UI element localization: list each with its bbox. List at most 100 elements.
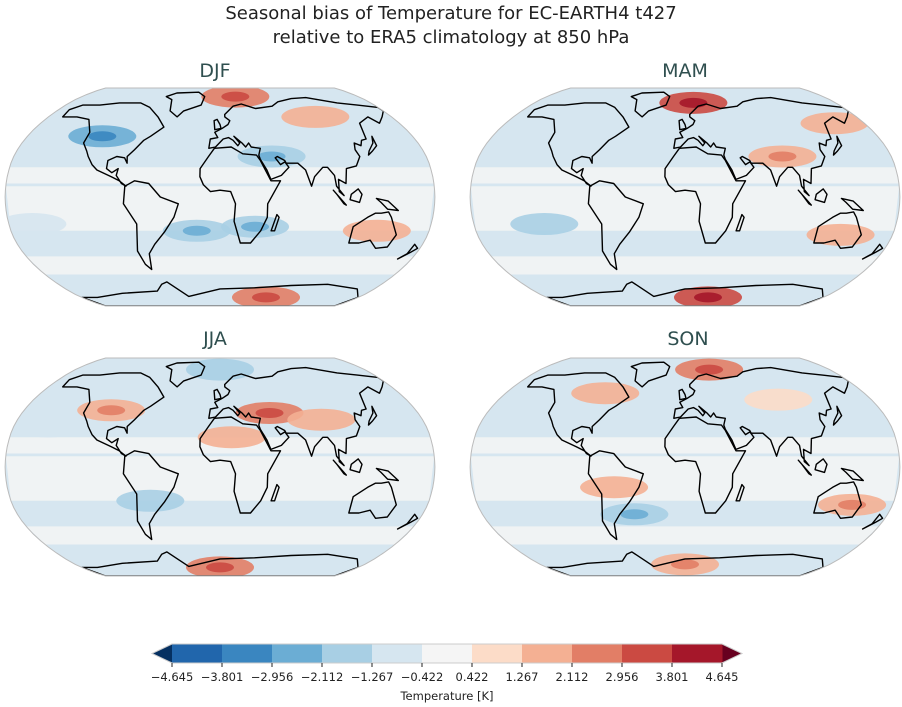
panel-title-son: SON — [667, 328, 709, 350]
coastline-japan — [832, 135, 843, 156]
bias-patch — [342, 219, 411, 242]
bias-patch — [116, 489, 185, 512]
coastline-nz — [396, 243, 419, 260]
coastline-australia — [813, 481, 862, 519]
coastline-nz — [861, 513, 884, 530]
colorbar-segment — [572, 644, 623, 663]
coastline-antarctica — [546, 281, 824, 306]
coastline-namerica — [527, 372, 630, 457]
colorbar-segment — [372, 644, 423, 663]
colorbar-segment — [622, 644, 673, 663]
coastline-greenland — [630, 361, 671, 388]
colorbar-tick-label: −1.267 — [351, 670, 394, 684]
chart-subtitle: relative to ERA5 climatology at 850 hPa — [272, 27, 630, 48]
bias-patch — [281, 105, 350, 128]
map-panel-son — [469, 357, 901, 577]
coastline-sumatra — [332, 189, 347, 206]
coastline-namerica — [527, 102, 630, 187]
bias-patch-core — [88, 131, 117, 142]
coastline-borneo — [349, 188, 363, 204]
coastline-namerica — [62, 102, 165, 187]
bias-patch — [540, 131, 609, 154]
colorbar-segment — [422, 644, 473, 663]
map-frame — [469, 357, 901, 577]
coastline-sumatra — [332, 459, 347, 476]
map-frame — [469, 87, 901, 307]
map-frame — [4, 87, 436, 307]
neutral-band — [471, 167, 899, 184]
bias-patch-core — [221, 91, 250, 102]
map-frame — [4, 357, 436, 577]
chart-title: Seasonal bias of Temperature for EC-EART… — [225, 3, 677, 24]
neutral-band — [491, 526, 879, 545]
coastline-uk — [213, 118, 222, 131]
neutral-band — [6, 167, 434, 184]
bias-patch — [744, 388, 813, 411]
coastline-japan — [832, 405, 843, 426]
coastline-africa — [199, 146, 282, 244]
neutral-band — [491, 256, 879, 275]
coastline-eurasia — [208, 96, 384, 197]
coastline-samerica — [122, 180, 179, 271]
bias-patch-core — [620, 509, 649, 520]
map-panel-mam — [469, 87, 901, 307]
colorbar-segment — [322, 644, 373, 663]
colorbar-segment — [272, 644, 323, 663]
colorbar-tick-label: −0.422 — [401, 670, 444, 684]
coastline-eurasia — [673, 96, 849, 197]
coastline-uk — [678, 118, 687, 131]
neutral-band — [26, 526, 414, 545]
colorbar-segment — [672, 644, 723, 663]
coastline-africa — [664, 146, 747, 244]
colorbar-tick-label: 2.112 — [556, 670, 589, 684]
map-panel-djf — [4, 87, 436, 307]
bias-patch — [287, 408, 356, 431]
neutral-band — [5, 186, 435, 231]
bias-patch-core — [768, 151, 797, 162]
colorbar-tick-label: −3.801 — [201, 670, 244, 684]
bias-patch — [510, 213, 579, 236]
panel-title-mam: MAM — [662, 60, 708, 82]
coastline-madagascar — [735, 213, 745, 232]
colorbar-extend-high — [722, 644, 742, 663]
coastline-madagascar — [735, 483, 745, 502]
coastline-borneo — [349, 458, 363, 474]
coastline-namerica — [62, 372, 165, 457]
bias-patch-core — [695, 364, 724, 375]
neutral-band — [5, 456, 435, 501]
coastline-sumatra — [797, 189, 812, 206]
coastline-antarctica — [81, 281, 359, 306]
coastline-australia — [348, 481, 397, 519]
colorbar-label: Temperature [K] — [399, 689, 493, 703]
bias-patch — [571, 382, 640, 405]
coastline-australia — [348, 211, 397, 249]
colorbar-segment — [172, 644, 223, 663]
colorbar-segment — [472, 644, 523, 663]
coastline-samerica — [122, 450, 179, 541]
coastline-africa — [664, 416, 747, 514]
bias-patch-core — [257, 151, 286, 162]
neutral-band — [471, 437, 899, 454]
coastline-eurasia — [208, 366, 384, 467]
coastline-samerica — [587, 180, 644, 271]
bias-patch-core — [182, 225, 211, 236]
colorbar: −4.645 −3.801 −2.956 −2.112 −1.267 −0.422 0.42… — [151, 643, 744, 703]
coastline-nz — [861, 243, 884, 260]
coastline-madagascar — [270, 483, 280, 502]
colorbar-extend-low — [152, 644, 172, 663]
coastline-sumatra — [797, 459, 812, 476]
neutral-band — [470, 456, 900, 501]
neutral-band — [470, 186, 900, 231]
coastline-newguinea — [840, 197, 864, 212]
bias-patch-core — [671, 559, 699, 570]
coastline-africa — [199, 416, 282, 514]
colorbar-tick-label: 3.801 — [656, 670, 689, 684]
coastline-greenland — [165, 361, 206, 388]
coastline-uk — [678, 388, 687, 401]
coastline-japan — [367, 405, 378, 426]
coastline-newguinea — [375, 467, 399, 482]
colorbar-tick-label: 4.645 — [706, 670, 739, 684]
coastline-samerica — [587, 450, 644, 541]
colorbar-tick-label: −2.112 — [301, 670, 344, 684]
